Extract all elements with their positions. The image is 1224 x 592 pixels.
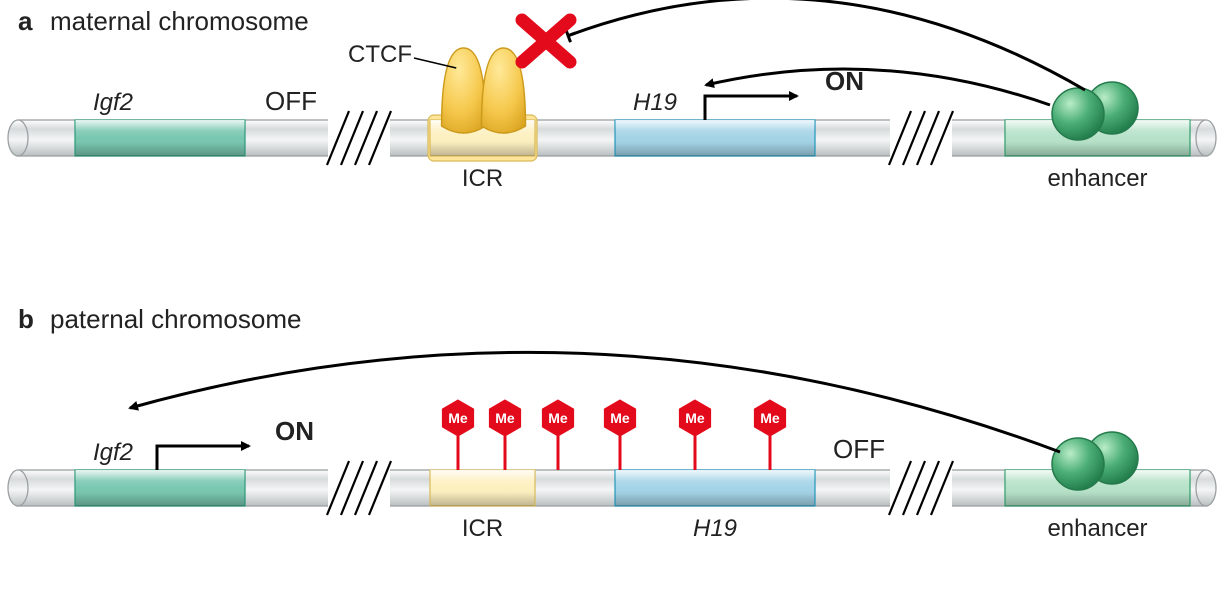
panel-title: paternal chromosome xyxy=(50,304,301,334)
enhancer-label: enhancer xyxy=(1047,165,1147,192)
regulation-arrow xyxy=(706,69,1050,105)
regulation-arrow xyxy=(130,352,1060,452)
igf2-label: Igf2 xyxy=(93,439,133,466)
icr-label: ICR xyxy=(462,515,503,542)
h19-state: OFF xyxy=(833,434,885,464)
methyl-label: Me xyxy=(685,410,705,426)
icr-segment xyxy=(430,470,535,506)
enhancer-label: enhancer xyxy=(1047,515,1147,542)
igf2-state: ON xyxy=(275,416,314,446)
h19-label: H19 xyxy=(693,515,737,542)
enhancer-protein xyxy=(1052,88,1104,140)
h19-segment xyxy=(615,120,815,156)
panel-tag: a xyxy=(18,6,33,36)
ctcf-label: CTCF xyxy=(348,41,412,68)
methyl-label: Me xyxy=(760,410,780,426)
igf2-segment xyxy=(75,470,245,506)
block-x-icon xyxy=(522,20,570,62)
icr-label: ICR xyxy=(462,165,503,192)
igf2-state: OFF xyxy=(265,86,317,116)
methyl-label: Me xyxy=(548,410,568,426)
enhancer-protein xyxy=(1052,438,1104,490)
panel-title: maternal chromosome xyxy=(50,6,309,36)
methyl-label: Me xyxy=(610,410,630,426)
h19-label: H19 xyxy=(633,89,677,116)
igf2-label: Igf2 xyxy=(93,89,133,116)
methyl-label: Me xyxy=(495,410,515,426)
h19-segment xyxy=(615,470,815,506)
methyl-label: Me xyxy=(448,410,468,426)
tss-arrow xyxy=(705,96,797,120)
igf2-segment xyxy=(75,120,245,156)
ctcf-protein xyxy=(442,48,486,133)
panel-tag: b xyxy=(18,304,34,334)
tss-arrow xyxy=(157,446,249,470)
